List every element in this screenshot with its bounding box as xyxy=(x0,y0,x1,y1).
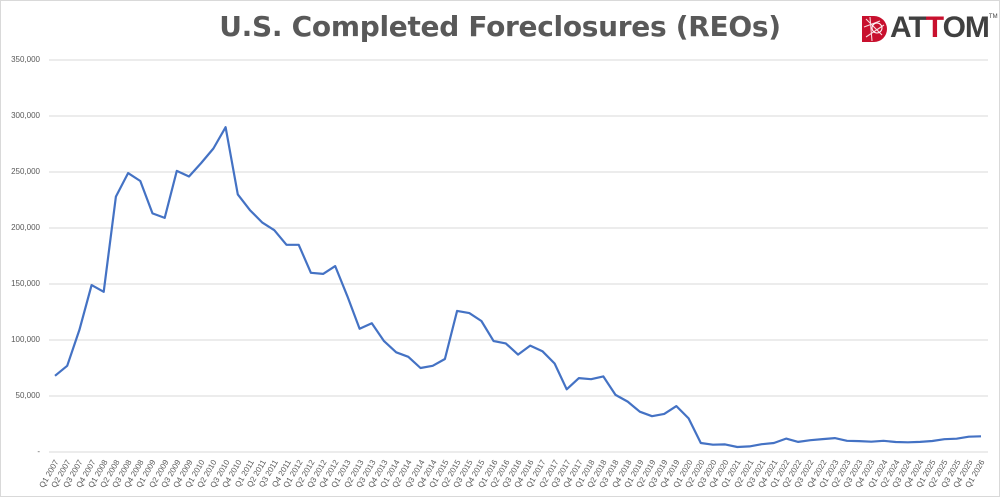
y-tick-label: 200,000 xyxy=(11,223,40,232)
attom-logo: ATTOM TM xyxy=(860,12,998,44)
logo-letter: A xyxy=(890,11,909,44)
logo-letter: T xyxy=(925,11,944,44)
y-tick-label: - xyxy=(37,447,40,456)
series-line xyxy=(54,126,982,449)
attom-globe-icon xyxy=(862,16,887,42)
y-tick-label: 350,000 xyxy=(11,55,40,64)
logo-letter: O xyxy=(942,11,966,44)
y-tick-label: 250,000 xyxy=(11,167,40,176)
logo-wordmark: ATTOM xyxy=(890,11,990,44)
y-tick-label: 50,000 xyxy=(15,391,40,400)
logo-letter: M xyxy=(964,11,990,44)
chart-title: U.S. Completed Foreclosures (REOs) xyxy=(219,10,781,43)
y-tick-label: 150,000 xyxy=(11,279,40,288)
logo-letter: T xyxy=(908,11,926,44)
y-tick-label: 100,000 xyxy=(11,335,40,344)
y-tick-label: 300,000 xyxy=(11,111,40,120)
logo-trademark: TM xyxy=(988,14,998,20)
